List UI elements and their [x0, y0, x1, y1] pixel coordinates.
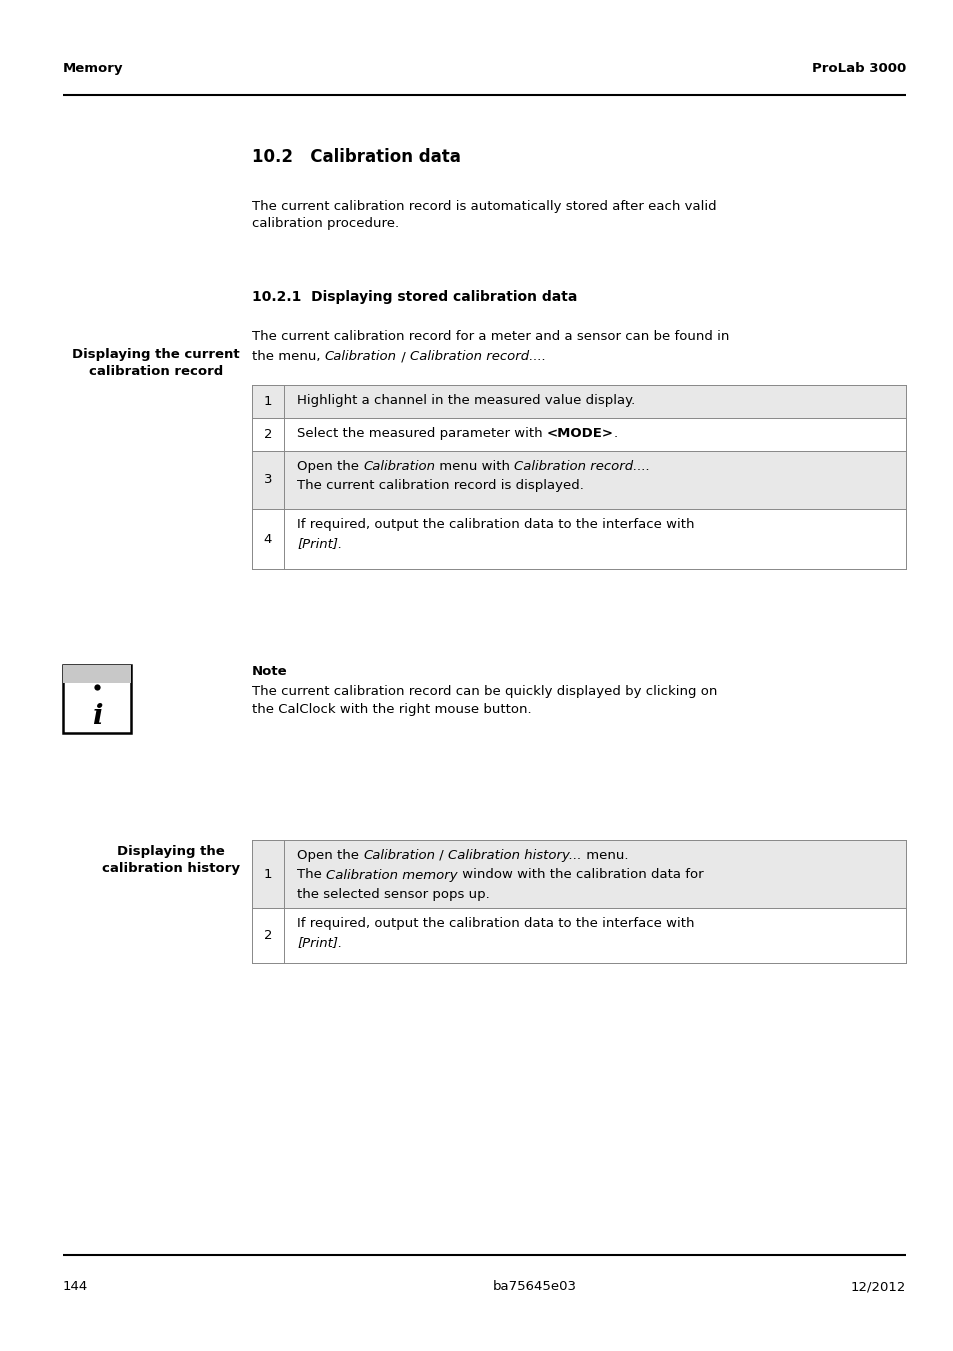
Text: Calibration history...: Calibration history...	[448, 848, 581, 862]
Text: ba75645e03: ba75645e03	[492, 1279, 576, 1293]
Text: the selected sensor pops up.: the selected sensor pops up.	[296, 888, 489, 901]
Text: Select the measured parameter with: Select the measured parameter with	[296, 427, 546, 440]
Text: Calibration: Calibration	[363, 848, 435, 862]
Text: If required, output the calibration data to the interface with: If required, output the calibration data…	[296, 517, 694, 531]
Text: 3: 3	[263, 473, 272, 486]
Text: Calibration record....: Calibration record....	[410, 350, 545, 363]
Text: [Print].: [Print].	[296, 936, 342, 950]
Text: 4: 4	[264, 532, 272, 546]
Text: Open the: Open the	[296, 848, 363, 862]
Text: If required, output the calibration data to the interface with: If required, output the calibration data…	[296, 917, 694, 929]
Text: Calibration memory: Calibration memory	[326, 869, 457, 881]
Text: .: .	[613, 427, 618, 440]
Text: menu with: menu with	[435, 459, 514, 473]
Text: 144: 144	[63, 1279, 89, 1293]
Text: window with the calibration data for: window with the calibration data for	[457, 869, 702, 881]
Bar	[252, 417, 905, 451]
Text: Highlight a channel in the measured value display.: Highlight a channel in the measured valu…	[296, 394, 635, 407]
Text: Note: Note	[252, 665, 287, 678]
Text: Displaying the
calibration history: Displaying the calibration history	[102, 844, 240, 875]
Bar	[252, 385, 905, 417]
Text: Calibration record....: Calibration record....	[514, 459, 650, 473]
Bar	[252, 509, 905, 569]
Text: 1: 1	[263, 867, 272, 881]
Bar	[252, 451, 905, 509]
Bar	[252, 908, 905, 963]
Text: The current calibration record for a meter and a sensor can be found in: The current calibration record for a met…	[252, 330, 729, 343]
Text: 10.2.1  Displaying stored calibration data: 10.2.1 Displaying stored calibration dat…	[252, 290, 577, 304]
Text: ProLab 3000: ProLab 3000	[811, 62, 905, 76]
Text: The current calibration record is displayed.: The current calibration record is displa…	[296, 480, 583, 493]
Text: /: /	[396, 350, 410, 363]
Text: 12/2012: 12/2012	[850, 1279, 905, 1293]
Text: 1: 1	[263, 394, 272, 408]
Text: Calibration: Calibration	[324, 350, 396, 363]
Text: Displaying the current
calibration record: Displaying the current calibration recor…	[72, 349, 240, 378]
Text: 10.2   Calibration data: 10.2 Calibration data	[252, 149, 460, 166]
Text: The: The	[296, 869, 326, 881]
Bar	[63, 665, 131, 684]
Text: i: i	[91, 704, 102, 731]
Text: 2: 2	[263, 428, 272, 440]
Bar	[63, 665, 131, 734]
Text: /: /	[435, 848, 448, 862]
Text: <MODE>: <MODE>	[546, 427, 613, 440]
Text: [Print].: [Print].	[296, 538, 342, 550]
Text: menu.: menu.	[581, 848, 628, 862]
Text: Open the: Open the	[296, 459, 363, 473]
Text: The current calibration record can be quickly displayed by clicking on
the CalCl: The current calibration record can be qu…	[252, 685, 717, 716]
Text: Memory: Memory	[63, 62, 123, 76]
Text: The current calibration record is automatically stored after each valid
calibrat: The current calibration record is automa…	[252, 200, 716, 231]
Text: Calibration: Calibration	[363, 459, 435, 473]
Bar	[252, 840, 905, 908]
Text: 2: 2	[263, 929, 272, 942]
Text: the menu,: the menu,	[252, 350, 324, 363]
